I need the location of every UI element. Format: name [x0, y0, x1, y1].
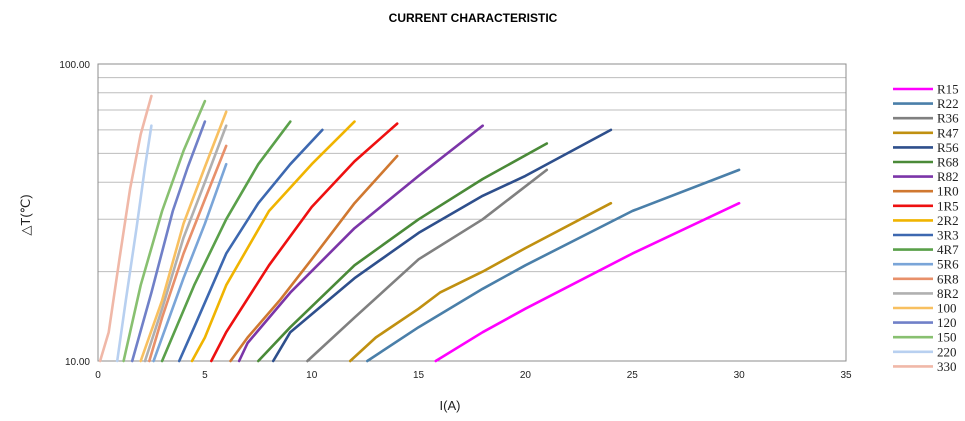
legend-label: R82: [937, 169, 959, 184]
series-line-2r2: [190, 120, 356, 363]
y-tick-label: 10.00: [65, 357, 90, 368]
series-line-220: [115, 124, 153, 363]
series-line-150: [122, 99, 207, 363]
x-tick-label: 10: [306, 370, 318, 381]
legend-label: 1R5: [937, 198, 959, 213]
series-line-1r5: [210, 122, 399, 363]
legend-label: 2R2: [937, 213, 959, 228]
x-tick-label: 5: [202, 370, 208, 381]
series-line-1r0: [229, 154, 399, 363]
series-line-r68: [256, 142, 549, 363]
legend-label: 1R0: [937, 184, 959, 199]
x-tick-label: 20: [520, 370, 532, 381]
legend-label: 6R8: [937, 271, 959, 286]
legend-label: R47: [937, 125, 959, 140]
series-line-r47: [348, 201, 613, 363]
legend-label: R36: [937, 111, 959, 126]
plot-frame: [97, 63, 847, 362]
x-tick-labels: 0 5 10 15 20 25 30 35: [95, 370, 852, 381]
series-line-r82: [237, 124, 485, 363]
legend-label: 120: [937, 315, 957, 330]
legend-label: 3R3: [937, 228, 959, 243]
legend-label: R68: [937, 155, 959, 170]
series-line-5r6: [152, 162, 228, 363]
series-line-r22: [365, 168, 741, 363]
series-line-r15: [434, 201, 741, 363]
legend-label: 8R2: [937, 286, 959, 301]
legend-label: 150: [937, 330, 957, 345]
series-line-330: [98, 94, 153, 363]
x-tick-label: 15: [413, 370, 425, 381]
legend-label: 4R7: [937, 242, 959, 257]
chart-title: CURRENT CHARACTERISTIC: [389, 11, 558, 25]
x-tick-label: 25: [627, 370, 639, 381]
legend-label: 220: [937, 344, 957, 359]
series-line-r56: [271, 128, 613, 363]
legend-label: 5R6: [937, 257, 959, 272]
legend: R15R22R36R47R56R68R821R01R52R23R34R75R66…: [893, 82, 959, 374]
series-line-120: [130, 120, 207, 363]
series-line-4r7: [160, 120, 292, 363]
series-line-8r2: [143, 124, 228, 363]
y-tick-label: 100.00: [59, 60, 90, 71]
series-line-3r3: [177, 128, 324, 363]
series-line-r36: [306, 168, 549, 363]
series-line-100: [139, 110, 228, 363]
x-tick-label: 30: [734, 370, 746, 381]
legend-label: R22: [937, 96, 959, 111]
legend-label: 100: [937, 301, 957, 316]
x-tick-label: 35: [840, 370, 852, 381]
x-tick-label: 0: [95, 370, 101, 381]
y-axis-label: △T(℃): [18, 194, 33, 235]
grid-layer: [98, 77, 846, 273]
series-line-6r8: [148, 144, 228, 363]
series-layer: [98, 94, 741, 363]
x-axis-label: I(A): [440, 398, 461, 413]
y-tick-labels: 10.00 100.00: [59, 60, 90, 368]
legend-label: R56: [937, 140, 959, 155]
legend-label: 330: [937, 359, 957, 374]
legend-label: R15: [937, 82, 959, 97]
